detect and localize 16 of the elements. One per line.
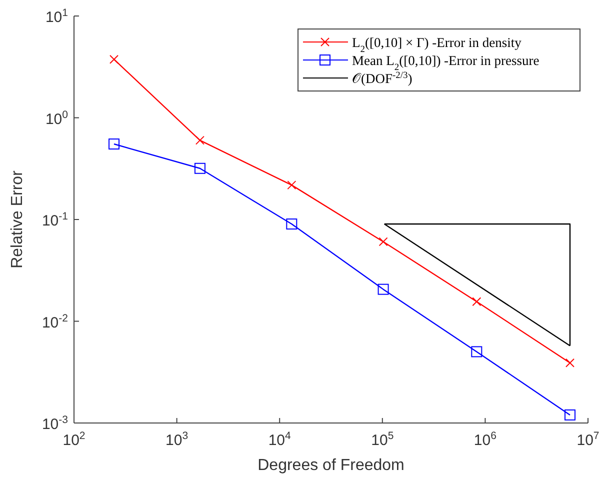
x-tick-label: 10$^{4}$ (268, 430, 292, 449)
x-tick-label: 10$^{3}$ (166, 430, 188, 449)
x-tick-label: 10$^{6}$ (474, 430, 497, 449)
y-axis-title: Relative Error (9, 170, 26, 268)
x-tick-label: 10$^{7}$ (576, 430, 600, 449)
y-tick-label: 10$^{-3}$ (42, 414, 68, 433)
y-tick-label: 10$^{-2}$ (42, 312, 68, 332)
y-tick-label: 10$^{1}$ (45, 7, 68, 26)
y-tick-label: 10$^{0}$ (45, 108, 68, 128)
legend-label: 𝒪(DOF$^{-2/3}$) (352, 71, 412, 86)
legend-label: L$_{2}$([0,10] × Γ) -Error in density (352, 35, 522, 55)
x-axis-title: Degrees of Freedom (258, 457, 404, 474)
x-tick-label: 10$^{2}$ (62, 430, 86, 449)
legend-label: Mean L$_{2}$([0,10]) -Error in pressure (352, 53, 540, 73)
y-tick-label: 10$^{-1}$ (42, 210, 68, 230)
x-tick-label: 10$^{5}$ (371, 430, 394, 449)
